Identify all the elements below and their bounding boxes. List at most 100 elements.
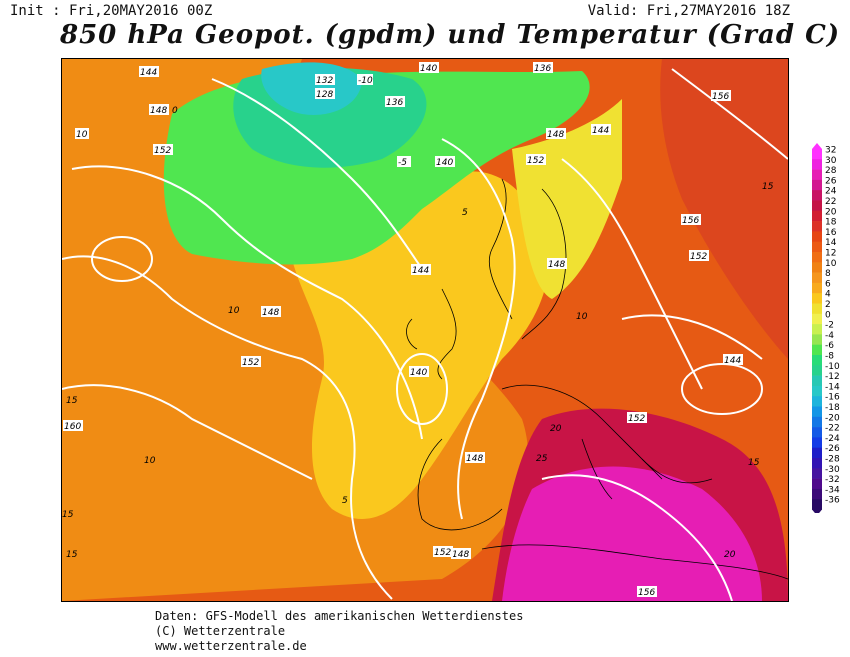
temperature-legend: 32 30 28 26 24 22 20 18 16 14 12 10 8 6 4 2 0 -2 -4 -6 -8 -10… xyxy=(810,143,850,516)
legend-swatch xyxy=(812,468,822,479)
legend-tick-label: -28 xyxy=(825,455,840,465)
coast-iberia xyxy=(417,438,503,531)
valid-time: Valid: Fri,27MAY2016 18Z xyxy=(587,3,790,19)
temp-label: 20 xyxy=(550,424,562,434)
temp-label: 10 xyxy=(576,312,588,322)
isoline-3 xyxy=(62,384,313,480)
isoline-9 xyxy=(681,363,763,415)
temp-zone-magenta xyxy=(502,466,762,601)
legend-tick-label: 26 xyxy=(825,176,837,186)
legend-swatch xyxy=(812,262,822,273)
legend-tick-label: -18 xyxy=(825,403,840,413)
legend-swatch xyxy=(812,221,822,232)
legend-swatch xyxy=(812,324,822,335)
temp-label: 5 xyxy=(342,496,348,506)
legend-tick-label: -24 xyxy=(825,434,840,444)
temp-label: 15 xyxy=(748,458,760,468)
temp-label: 15 xyxy=(762,182,774,192)
geo-label: 144 xyxy=(412,266,429,276)
coast-balkans xyxy=(641,458,713,484)
geo-label: 148 xyxy=(452,550,469,560)
geo-label: 152 xyxy=(154,146,171,156)
legend-swatch xyxy=(812,478,822,490)
legend-swatch xyxy=(812,282,822,294)
legend-swatch xyxy=(812,334,822,345)
geo-label: 144 xyxy=(724,356,741,366)
legend-swatch xyxy=(812,344,822,356)
geopotential-isolines xyxy=(62,68,788,601)
legend-swatch xyxy=(812,458,822,469)
legend-tick-label: -4 xyxy=(825,331,834,341)
legend-swatch xyxy=(812,210,822,222)
temp-label: 15 xyxy=(66,550,78,560)
legend-swatch xyxy=(812,149,822,160)
geo-label: 152 xyxy=(690,252,707,262)
geo-label: 156 xyxy=(638,588,655,598)
coastlines xyxy=(406,178,788,580)
temp-label: 10 xyxy=(76,130,88,140)
legend-swatch xyxy=(812,190,822,201)
legend-swatch xyxy=(812,499,822,510)
geo-label: 160 xyxy=(64,422,81,432)
legend-tick-label: -8 xyxy=(825,352,834,362)
temp-label: 15 xyxy=(62,510,74,520)
init-time: Init : Fri,20MAY2016 00Z xyxy=(10,3,213,19)
legend-swatch xyxy=(812,437,822,448)
legend-swatch xyxy=(812,406,822,418)
legend-tick-label: 22 xyxy=(825,197,836,207)
legend-swatch xyxy=(812,293,822,304)
isoline-4 xyxy=(211,78,423,270)
legend-swatch xyxy=(812,159,822,170)
geo-label: 128 xyxy=(316,90,333,100)
coast-italy xyxy=(581,438,613,500)
legend-swatch xyxy=(812,313,822,325)
legend-tick-label: 0 xyxy=(825,310,831,320)
legend-swatch xyxy=(812,385,822,397)
footer-url: www.wetterzentrale.de xyxy=(155,639,307,653)
legend-arrow-up xyxy=(812,143,822,149)
isoline-12 xyxy=(91,236,153,282)
legend-arrow-down xyxy=(812,509,822,516)
legend-swatch xyxy=(812,231,822,242)
legend-swatch xyxy=(812,375,822,387)
legend-tick-label: 8 xyxy=(825,269,831,279)
legend-tick-label: 16 xyxy=(825,228,837,238)
temp-zone-cyan xyxy=(261,62,362,115)
legend-tick-label: -12 xyxy=(825,372,840,382)
legend-swatch xyxy=(812,427,822,438)
temp-label: 10 xyxy=(228,306,240,316)
legend-swatch xyxy=(812,447,822,459)
isoline-11 xyxy=(541,474,733,601)
legend-tick-label: 12 xyxy=(825,249,836,259)
legend-tick-label: 2 xyxy=(825,300,831,310)
footer-data-source: Daten: GFS-Modell des amerikanischen Wet… xyxy=(155,609,524,623)
legend-swatch xyxy=(812,200,822,212)
legend-tick-label: 10 xyxy=(825,259,837,269)
legend-tick-label: -26 xyxy=(825,444,840,454)
legend-tick-label: 20 xyxy=(825,207,837,217)
legend-tick-label: -14 xyxy=(825,382,840,392)
temp-label: 0 xyxy=(172,106,178,116)
legend-svg: 32302826242220181614121086420-2-4-6-8-10… xyxy=(812,143,840,516)
legend-tick-label: -16 xyxy=(825,393,840,403)
legend-tick-label: 30 xyxy=(825,156,837,166)
geo-label: 156 xyxy=(712,92,729,102)
geo-label: 136 xyxy=(534,64,551,74)
legend-tick-label: 6 xyxy=(825,279,831,289)
legend-tick-label: 28 xyxy=(825,166,837,176)
isoline-6 xyxy=(561,158,703,390)
geo-label: 152 xyxy=(434,548,451,558)
footer: Daten: GFS-Modell des amerikanischen Wet… xyxy=(155,609,523,654)
temp-zone-yellow xyxy=(292,171,549,519)
coast-norway xyxy=(488,178,513,320)
geo-label: 144 xyxy=(140,68,157,78)
legend-tick-label: -36 xyxy=(825,496,840,506)
geo-label: 144 xyxy=(592,126,609,136)
legend-tick-label: -30 xyxy=(825,465,840,475)
chart-title: 850 hPa Geopot. (gpdm) und Temperatur (G… xyxy=(60,20,841,50)
isoline-2 xyxy=(62,255,393,600)
geo-label: 148 xyxy=(262,308,279,318)
geo-label: 136 xyxy=(386,98,403,108)
legend-tick-label: 4 xyxy=(825,290,831,300)
temp-label: -10 xyxy=(358,76,373,86)
